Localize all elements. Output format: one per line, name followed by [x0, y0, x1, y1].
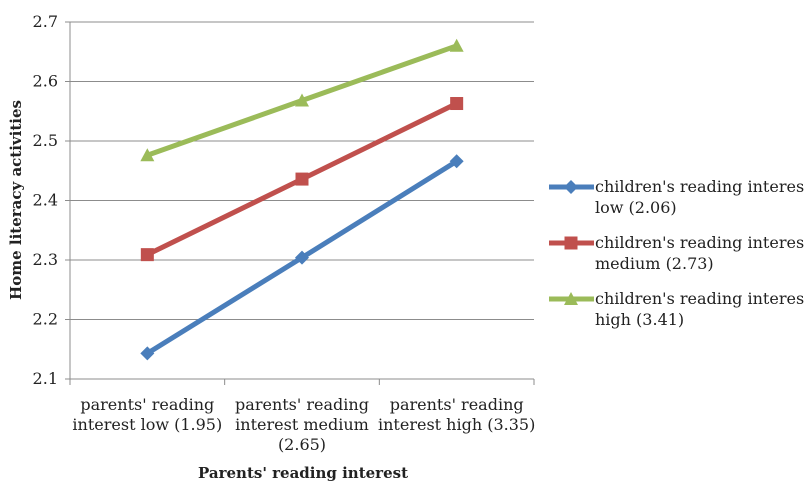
gridlines [70, 21, 534, 320]
x-category-label: parents' reading interest low (1.95) [72, 395, 222, 434]
data-point [450, 97, 464, 111]
y-tick-label: 2.4 [33, 191, 58, 210]
series-1 [140, 154, 464, 361]
data-point [295, 250, 309, 265]
y-tick-label: 2.7 [33, 12, 58, 31]
legend-label: children's reading interest medium (2.73) [595, 233, 804, 273]
series-2 [140, 97, 464, 262]
axes [65, 21, 535, 385]
legend-label: children's reading interest high (3.41) [595, 289, 804, 329]
series-lines [140, 38, 464, 361]
legend-item: children's reading interest medium (2.73) [549, 233, 804, 273]
legend-item: children's reading interest low (2.06) [549, 177, 804, 217]
y-tick-labels: 2.1 2.2 2.3 2.4 2.5 2.6 2.7 [33, 12, 58, 388]
y-tick-label: 2.5 [33, 131, 58, 150]
data-point [140, 248, 154, 262]
series-3 [140, 38, 464, 162]
x-category-label: parents' reading interest high (3.35) [378, 395, 535, 434]
data-point [295, 172, 309, 186]
data-point [449, 38, 464, 52]
legend-marker [564, 236, 578, 250]
legend-marker [564, 180, 578, 194]
y-tick-label: 2.1 [33, 369, 58, 388]
data-point [449, 154, 464, 169]
legend: children's reading interest low (2.06) chi… [549, 177, 804, 329]
legend-marker [564, 292, 578, 305]
y-tick-label: 2.2 [33, 310, 58, 329]
y-axis-title: Home literacy activities [7, 100, 25, 300]
data-point [295, 93, 309, 107]
x-category-labels: parents' reading interest low (1.95) paren… [72, 395, 535, 454]
data-point [140, 148, 155, 162]
data-point [140, 346, 155, 361]
legend-item: children's reading interest high (3.41) [549, 289, 804, 329]
y-tick-label: 2.6 [33, 72, 58, 91]
x-axis-title: Parents' reading interest [198, 464, 408, 482]
x-category-label: parents' reading interest medium (2.65) [235, 395, 369, 454]
y-tick-label: 2.3 [33, 250, 58, 269]
legend-label: children's reading interest low (2.06) [595, 177, 804, 217]
